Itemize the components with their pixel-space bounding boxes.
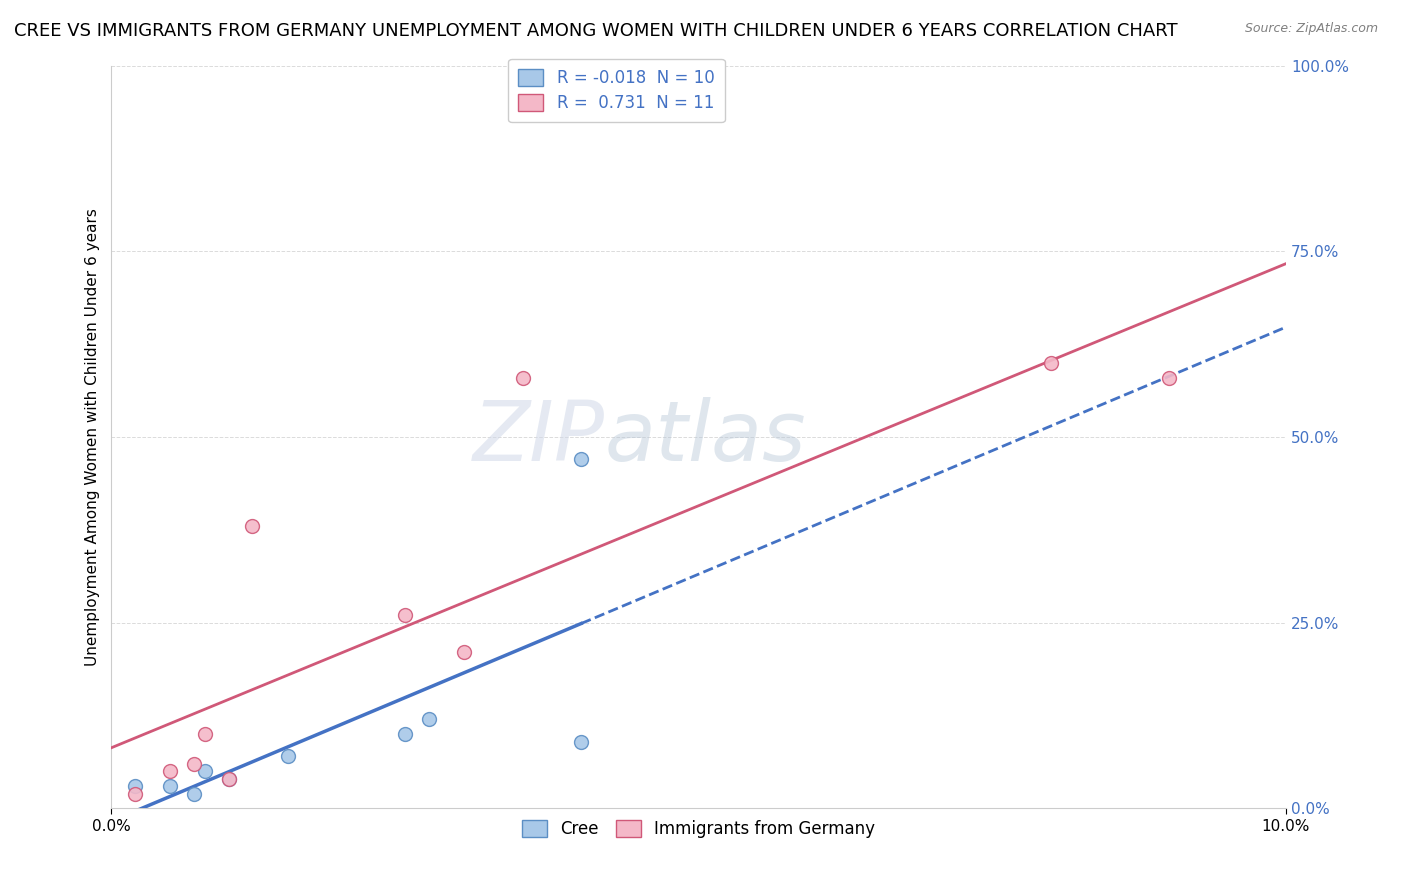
Y-axis label: Unemployment Among Women with Children Under 6 years: Unemployment Among Women with Children U… [86, 208, 100, 666]
Point [194, 727, 217, 741]
Point [218, 772, 240, 786]
Point [394, 608, 416, 623]
Text: Source: ZipAtlas.com: Source: ZipAtlas.com [1244, 22, 1378, 36]
Point [194, 764, 217, 779]
Point [1040, 356, 1063, 370]
Point [124, 779, 146, 793]
Point [183, 787, 205, 801]
Point [394, 727, 416, 741]
Point [159, 764, 181, 779]
Point [418, 712, 440, 726]
Legend: Cree, Immigrants from Germany: Cree, Immigrants from Germany [516, 814, 882, 845]
Point [183, 756, 205, 771]
Point [453, 645, 475, 659]
Point [569, 452, 592, 467]
Text: ZIP: ZIP [472, 397, 605, 477]
Text: CREE VS IMMIGRANTS FROM GERMANY UNEMPLOYMENT AMONG WOMEN WITH CHILDREN UNDER 6 Y: CREE VS IMMIGRANTS FROM GERMANY UNEMPLOY… [14, 22, 1178, 40]
Point [159, 779, 181, 793]
Point [124, 787, 146, 801]
Point [512, 370, 534, 384]
Point [277, 749, 299, 764]
Point [240, 519, 263, 533]
Point [569, 734, 592, 748]
Text: atlas: atlas [605, 397, 807, 477]
Point [218, 772, 240, 786]
Point [1157, 370, 1180, 384]
